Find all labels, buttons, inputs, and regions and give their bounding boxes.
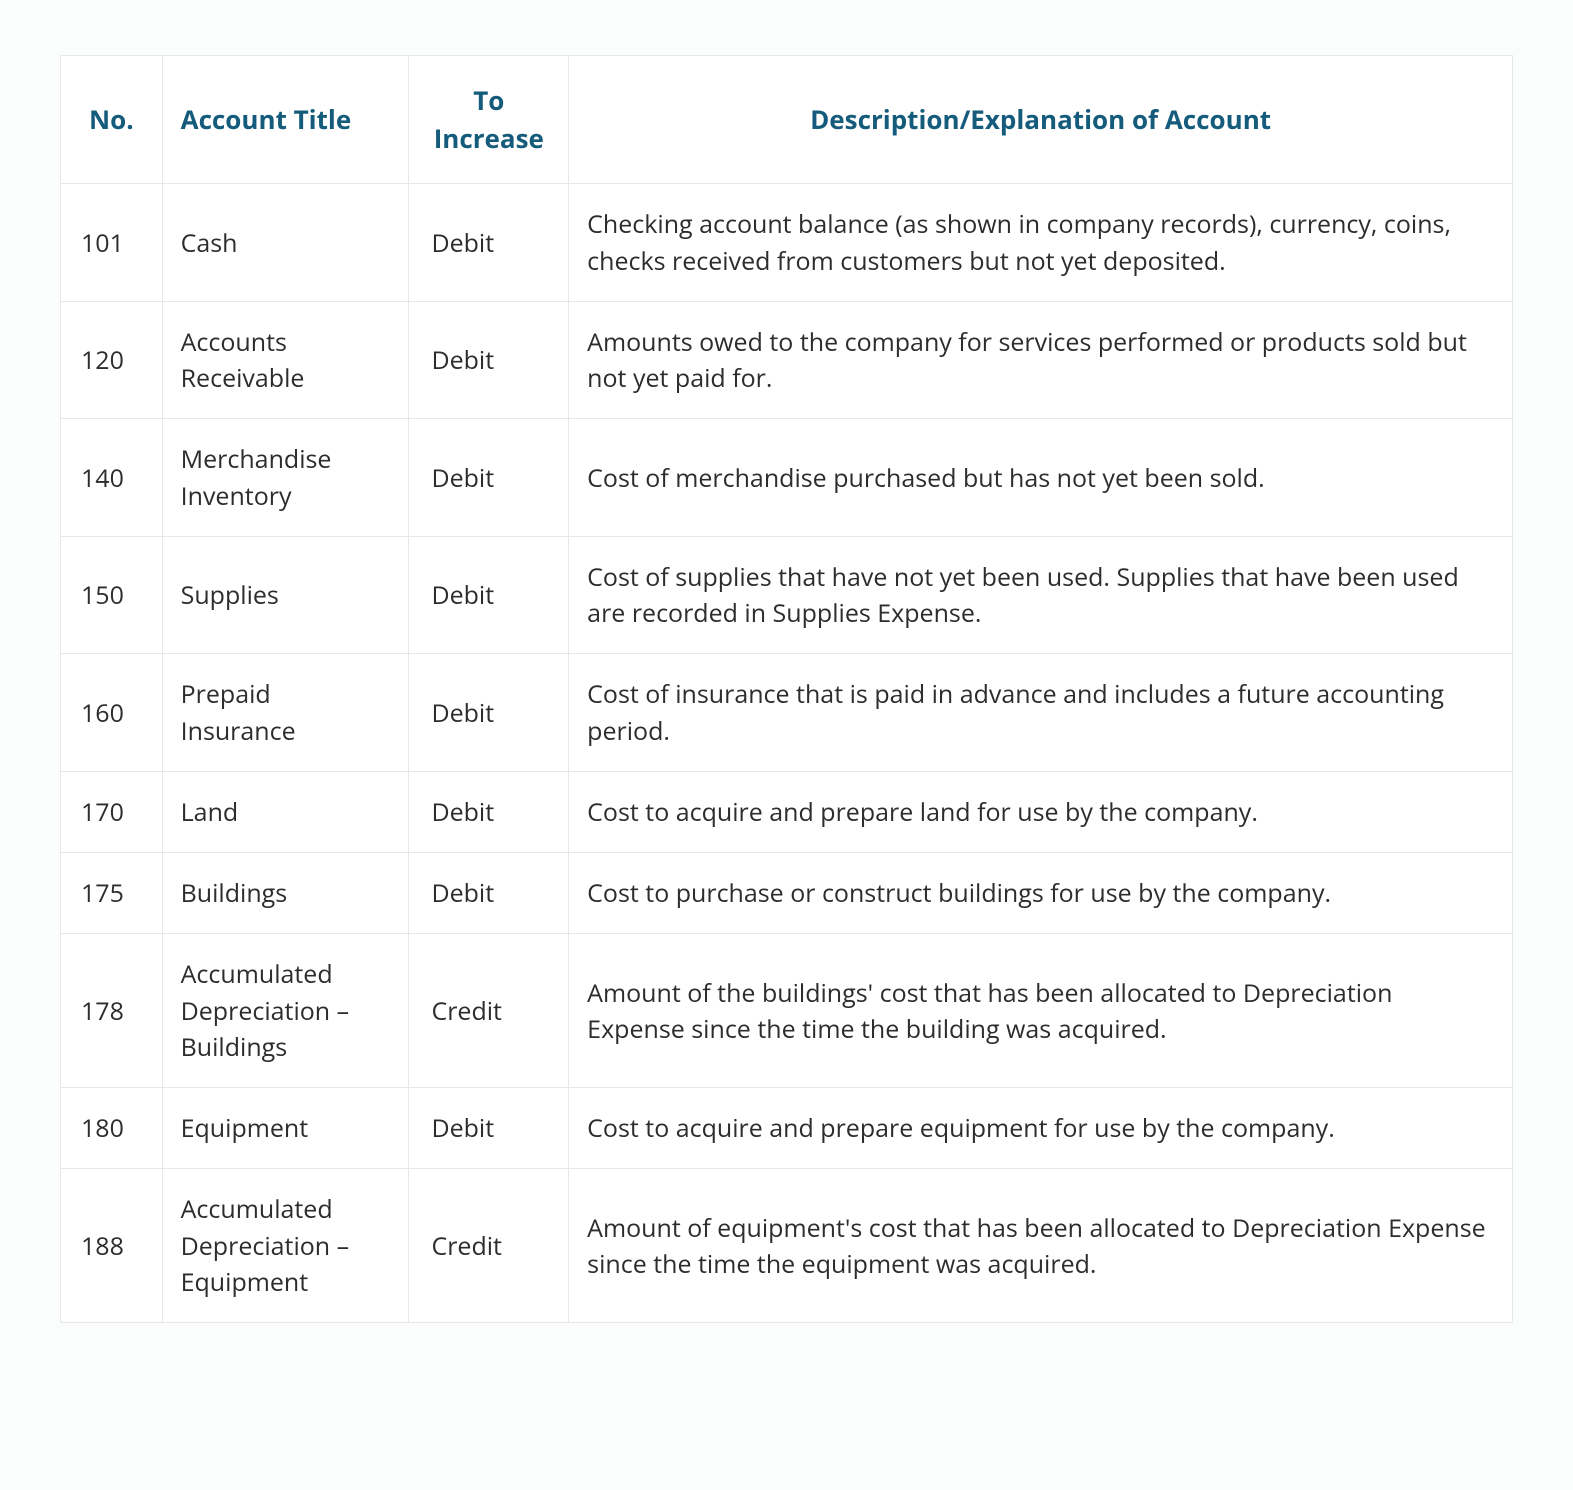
cell-description: Amount of equipment's cost that has been… xyxy=(569,1169,1513,1323)
cell-increase: Debit xyxy=(409,536,569,654)
table-row: 180 Equipment Debit Cost to acquire and … xyxy=(61,1088,1513,1169)
cell-no: 101 xyxy=(61,184,163,302)
cell-increase: Debit xyxy=(409,853,569,934)
cell-title: Merchandise Inventory xyxy=(162,419,409,537)
table-row: 170 Land Debit Cost to acquire and prepa… xyxy=(61,771,1513,852)
cell-no: 175 xyxy=(61,853,163,934)
cell-description: Amounts owed to the company for services… xyxy=(569,301,1513,419)
table-row: 188 Accumulated Depreciation – Equipment… xyxy=(61,1169,1513,1323)
cell-title: Accumulated Depreciation – Buildings xyxy=(162,934,409,1088)
cell-title: Cash xyxy=(162,184,409,302)
cell-increase: Debit xyxy=(409,184,569,302)
cell-increase: Debit xyxy=(409,654,569,772)
cell-description: Cost of insurance that is paid in advanc… xyxy=(569,654,1513,772)
cell-no: 188 xyxy=(61,1169,163,1323)
header-to-increase: To Increase xyxy=(409,56,569,184)
cell-description: Cost to acquire and prepare land for use… xyxy=(569,771,1513,852)
cell-no: 120 xyxy=(61,301,163,419)
cell-title: Accumulated Depreciation – Equipment xyxy=(162,1169,409,1323)
cell-no: 178 xyxy=(61,934,163,1088)
cell-description: Cost to acquire and prepare equipment fo… xyxy=(569,1088,1513,1169)
cell-description: Amount of the buildings' cost that has b… xyxy=(569,934,1513,1088)
table-row: 150 Supplies Debit Cost of supplies that… xyxy=(61,536,1513,654)
cell-no: 180 xyxy=(61,1088,163,1169)
cell-description: Cost of supplies that have not yet been … xyxy=(569,536,1513,654)
cell-increase: Debit xyxy=(409,301,569,419)
cell-no: 140 xyxy=(61,419,163,537)
header-account-title: Account Title xyxy=(162,56,409,184)
cell-title: Equipment xyxy=(162,1088,409,1169)
cell-no: 150 xyxy=(61,536,163,654)
cell-description: Cost to purchase or construct buildings … xyxy=(569,853,1513,934)
table-row: 101 Cash Debit Checking account balance … xyxy=(61,184,1513,302)
header-description: Description/Explanation of Account xyxy=(569,56,1513,184)
header-no: No. xyxy=(61,56,163,184)
cell-increase: Credit xyxy=(409,1169,569,1323)
cell-no: 170 xyxy=(61,771,163,852)
table-header-row: No. Account Title To Increase Descriptio… xyxy=(61,56,1513,184)
chart-of-accounts-table: No. Account Title To Increase Descriptio… xyxy=(60,55,1513,1323)
cell-increase: Debit xyxy=(409,419,569,537)
cell-title: Land xyxy=(162,771,409,852)
cell-no: 160 xyxy=(61,654,163,772)
table-row: 175 Buildings Debit Cost to purchase or … xyxy=(61,853,1513,934)
cell-increase: Debit xyxy=(409,1088,569,1169)
cell-increase: Debit xyxy=(409,771,569,852)
cell-description: Cost of merchandise purchased but has no… xyxy=(569,419,1513,537)
table-row: 140 Merchandise Inventory Debit Cost of … xyxy=(61,419,1513,537)
cell-description: Checking account balance (as shown in co… xyxy=(569,184,1513,302)
cell-title: Prepaid Insurance xyxy=(162,654,409,772)
table-body: 101 Cash Debit Checking account balance … xyxy=(61,184,1513,1323)
cell-title: Buildings xyxy=(162,853,409,934)
cell-increase: Credit xyxy=(409,934,569,1088)
cell-title: Supplies xyxy=(162,536,409,654)
table-row: 160 Prepaid Insurance Debit Cost of insu… xyxy=(61,654,1513,772)
table-row: 120 Accounts Receivable Debit Amounts ow… xyxy=(61,301,1513,419)
cell-title: Accounts Receivable xyxy=(162,301,409,419)
table-row: 178 Accumulated Depreciation – Buildings… xyxy=(61,934,1513,1088)
